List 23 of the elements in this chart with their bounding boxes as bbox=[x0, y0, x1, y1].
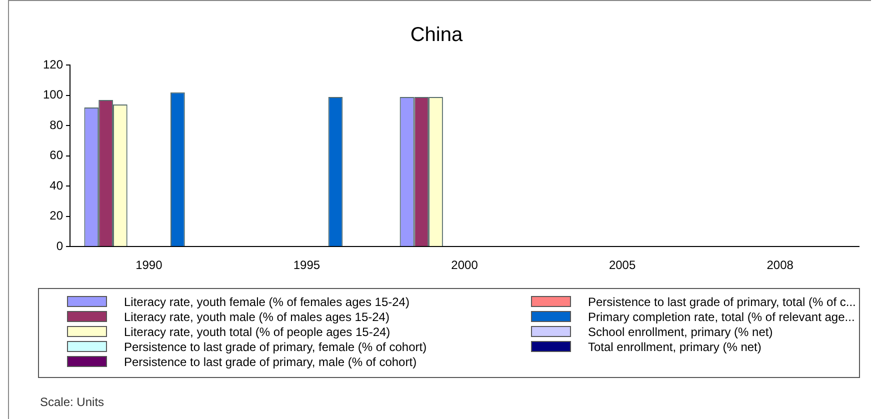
legend-label: Total enrollment, primary (% net) bbox=[588, 340, 762, 354]
legend-label: Persistence to last grade of primary, female (% of cohort) bbox=[124, 340, 427, 354]
legend-label: Literacy rate, youth total (% of people ages 15-24) bbox=[124, 324, 390, 338]
y-tick-label: 0 bbox=[56, 238, 64, 253]
y-tick-label: 100 bbox=[42, 88, 64, 102]
x-tick-label: 2005 bbox=[608, 258, 636, 272]
x-tick-label: 2008 bbox=[766, 258, 794, 272]
legend-label: Persistence to last grade of primary, total (% of c... bbox=[588, 294, 856, 308]
legend-label: Persistence to last grade of primary, male (% of cohort) bbox=[124, 354, 417, 368]
y-tick-label: 80 bbox=[50, 118, 64, 132]
y-tick-label: 40 bbox=[50, 178, 64, 192]
legend-label: Literacy rate, youth female (% of females ages 15-24) bbox=[124, 294, 410, 308]
y-tick-label: 20 bbox=[50, 208, 64, 223]
y-tick-label: 60 bbox=[50, 148, 64, 162]
legend-label: Literacy rate, youth male (% of males ages 15-24) bbox=[124, 310, 390, 324]
chart-title: China bbox=[409, 24, 464, 47]
x-tick-label: 2000 bbox=[451, 258, 478, 272]
x-tick-label: 1990 bbox=[136, 258, 163, 272]
x-tick-label: 1995 bbox=[293, 258, 320, 272]
legend-label: Primary completion rate, total (% of relevant age... bbox=[588, 310, 855, 324]
text: Scale: Units bbox=[40, 395, 104, 409]
y-tick-label: 120 bbox=[42, 58, 64, 72]
legend-label: School enrollment, primary (% net) bbox=[588, 324, 773, 338]
